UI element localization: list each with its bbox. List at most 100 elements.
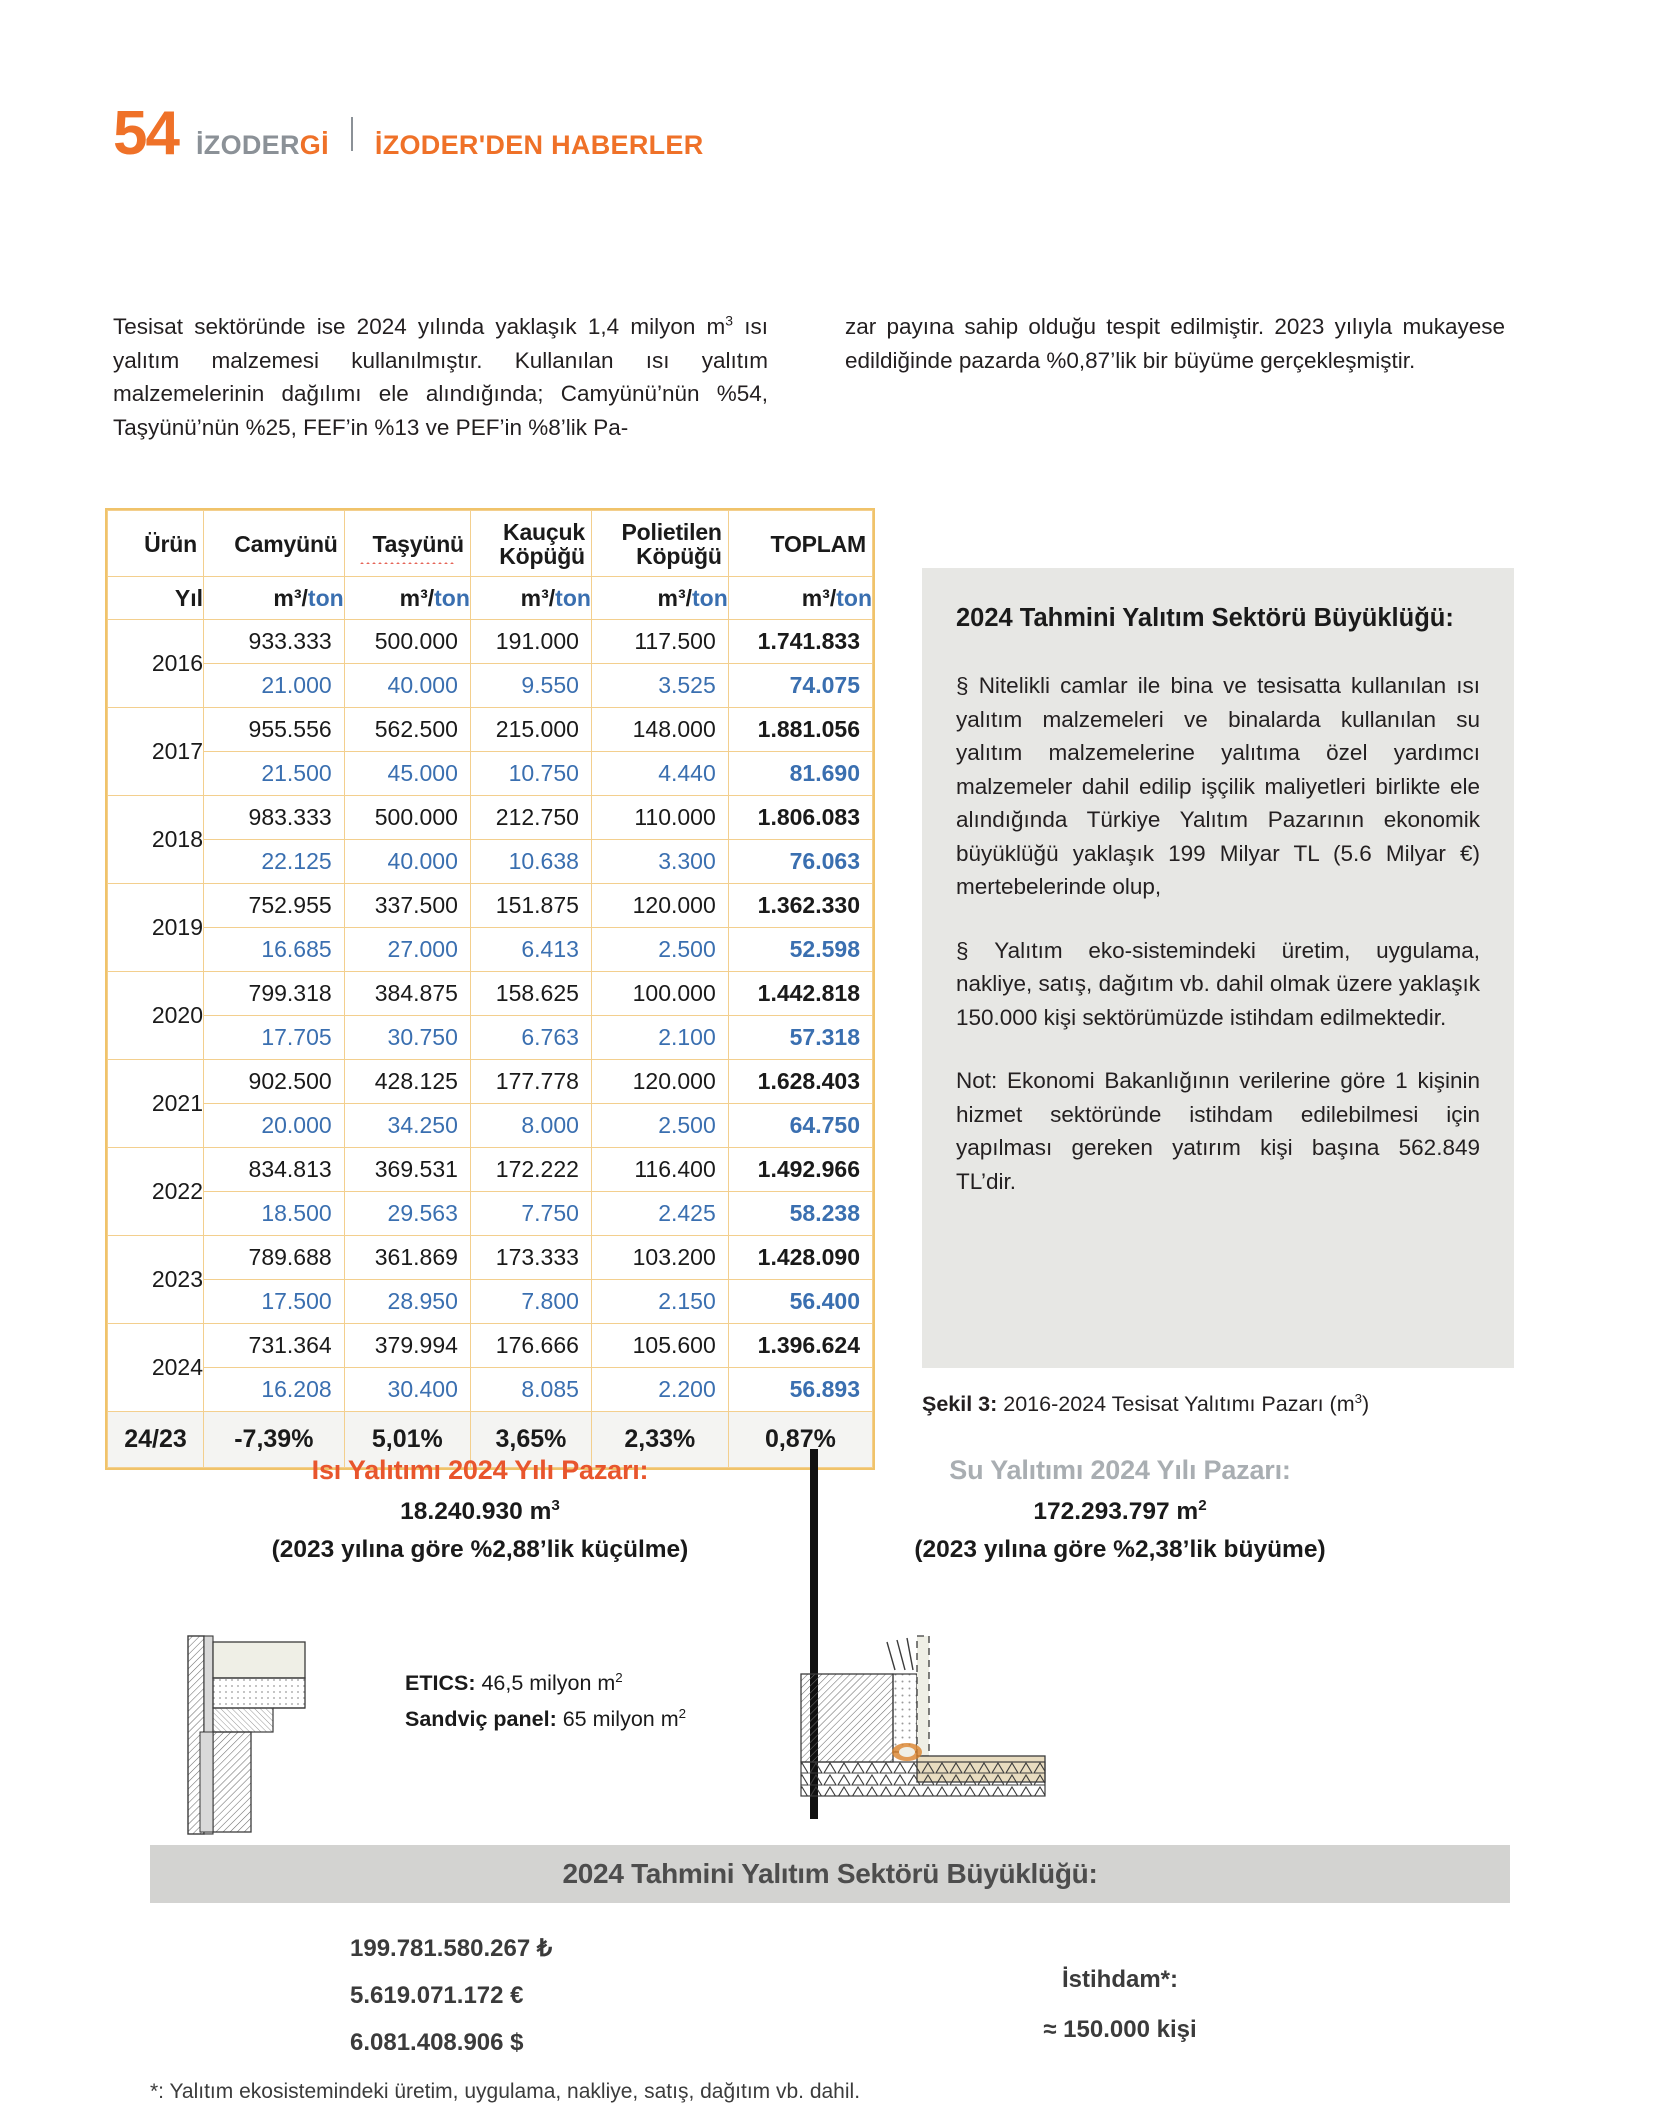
sector-size-band: 2024 Tahmini Yalıtım Sektörü Büyüklüğü:	[150, 1845, 1510, 1903]
heat-insulation-change: (2023 yılına göre %2,88’lik küçülme)	[271, 1536, 689, 1563]
table-row: 2024 731.364 379.994 176.666 105.600 1.396.62…	[107, 1323, 874, 1412]
body-paragraph-right: zar payına sahip olduğu tespit edilmişti…	[845, 314, 1505, 373]
cell-ton: 2.200	[590, 1367, 729, 1412]
info-box-paragraph-2: § Yalıtım eko-sistemindeki üretim, uygul…	[956, 934, 1480, 1035]
detail-label-sandvic: Sandviç panel:	[405, 1707, 557, 1731]
cell-ton: 8.000	[469, 1103, 592, 1148]
column-header-toplam: TOPLAM	[727, 510, 874, 577]
cell-ton: 58.238	[727, 1191, 874, 1236]
page-header: 54 İZODERGİ İZODER'DEN HABERLER	[113, 103, 704, 165]
cell-m3: 177.778	[469, 1059, 592, 1104]
cell-ton: 2.150	[590, 1279, 729, 1324]
cell-m3: 799.318	[203, 971, 345, 1016]
water-insulation-title: Su Yalıtımı 2024 Yılı Pazarı:	[949, 1455, 1291, 1485]
table-row: 18.500 29.563 7.750 2.425 58.238	[108, 1191, 874, 1236]
cell-m3: 834.813	[203, 1147, 345, 1192]
cell-m3: 379.994	[343, 1323, 471, 1368]
insulation-data-table: Ürün Camyünü Taşyünü Kauçuk Köpüğü Poliet…	[105, 508, 875, 1470]
cell-m3: 1.806.083	[727, 795, 874, 840]
cell-m3: 1.741.833	[727, 619, 874, 664]
header-divider	[350, 117, 353, 151]
cell-m3: 752.955	[203, 883, 345, 928]
cell-m3: 148.000	[590, 707, 729, 752]
water-insulation-change: (2023 yılına göre %2,38’lik büyüme)	[914, 1536, 1326, 1563]
cell-m3: 173.333	[469, 1235, 592, 1280]
cell-m3: 215.000	[469, 707, 592, 752]
cell-m3: 151.875	[469, 883, 592, 928]
cell-m3: 369.531	[343, 1147, 471, 1192]
cell-m3: 384.875	[343, 971, 471, 1016]
table-row-year: 2022	[107, 1147, 204, 1236]
infographic-footnote: *: Yalıtım ekosistemindeki üretim, uygul…	[150, 2080, 861, 2103]
cell-ton: 10.638	[469, 839, 592, 884]
cell-ton: 34.250	[343, 1103, 471, 1148]
cell-m3: 120.000	[590, 1059, 729, 1104]
employment-value: ≈ 150.000 kişi	[1043, 2016, 1197, 2043]
figure-caption-text: 2016-2024 Tesisat Yalıtımı Pazarı (m3)	[997, 1390, 1370, 1416]
cell-ton: 30.750	[343, 1015, 471, 1060]
table-row: 17.705 30.750 6.763 2.100 57.318	[108, 1015, 874, 1060]
cell-ton: 56.893	[727, 1367, 874, 1412]
unit-cell-camyunu: m³/ton	[203, 576, 345, 620]
column-header-kaucuk-kopugu: Kauçuk Köpüğü	[469, 510, 592, 577]
info-box-paragraph-3: Not: Ekonomi Bakanlığının verilerine gör…	[956, 1068, 1480, 1194]
detail-item-sandvic: Sandviç panel: 65 milyon m2	[405, 1701, 686, 1737]
water-insulation-panel: Su Yalıtımı 2024 Yılı Pazarı: 172.293.79…	[830, 1455, 1410, 1564]
heat-insulation-details: ETICS: 46,5 milyon m2 Sandviç panel: 65 …	[405, 1665, 686, 1737]
cell-m3: 731.364	[203, 1323, 345, 1368]
body-column-right: zar payına sahip olduğu tespit edilmişti…	[845, 310, 1505, 377]
cell-ton: 76.063	[727, 839, 874, 884]
cell-ton: 17.705	[203, 1015, 345, 1060]
heat-insulation-panel: Isı Yalıtımı 2024 Yılı Pazarı: 18.240.93…	[190, 1455, 770, 1564]
market-infographic: Isı Yalıtımı 2024 Yılı Pazarı: 18.240.93…	[150, 1449, 1510, 2103]
body-column-left: Tesisat sektöründe ise 2024 yılında yakl…	[113, 310, 768, 444]
infographic-divider	[810, 1449, 818, 1819]
cell-m3: 1.628.403	[727, 1059, 874, 1104]
table-row-year: 2019	[107, 883, 204, 972]
cell-ton: 52.598	[727, 927, 874, 972]
magazine-title: İZODERGİ	[196, 132, 329, 159]
cell-ton: 27.000	[343, 927, 471, 972]
cell-m3: 933.333	[203, 619, 345, 664]
sector-size-money-list: 199.781.580.267 ₺ 5.619.071.172 € 6.081.…	[350, 1925, 552, 2066]
cell-m3: 110.000	[590, 795, 729, 840]
column-header-camyunu: Camyünü	[203, 510, 345, 577]
cell-ton: 21.500	[203, 751, 345, 796]
info-box-title: 2024 Tahmini Yalıtım Sektörü Büyüklüğü:	[956, 604, 1454, 632]
cell-ton: 7.750	[469, 1191, 592, 1236]
bullet-marker-2: §	[956, 937, 969, 963]
cell-m3: 337.500	[343, 883, 471, 928]
table-row-year: 2020	[107, 971, 204, 1060]
cell-m3: 902.500	[203, 1059, 345, 1104]
section-title: İZODER'DEN HABERLER	[374, 130, 704, 160]
cell-ton: 56.400	[727, 1279, 874, 1324]
body-paragraph-left: Tesisat sektöründe ise 2024 yılında yakl…	[113, 312, 768, 440]
cell-ton: 28.950	[343, 1279, 471, 1324]
cell-ton: 2.425	[590, 1191, 729, 1236]
change-row-value: 2,33%	[590, 1411, 729, 1468]
detail-value-etics: 46,5 milyon m2	[475, 1669, 623, 1695]
table-row: 21.000 40.000 9.550 3.525 74.075	[108, 663, 874, 708]
info-box-paragraph-2-text: Yalıtım eko-sistemindeki üretim, uygulam…	[956, 937, 1480, 1030]
table-row: 2016 933.333 500.000 191.000 117.500 1.741.83…	[107, 619, 874, 708]
cell-ton: 16.208	[203, 1367, 345, 1412]
money-try: 199.781.580.267 ₺	[350, 1935, 553, 1962]
cell-ton: 2.500	[590, 927, 729, 972]
unit-cell-kaucuk: m³/ton	[469, 576, 592, 620]
cell-m3: 120.000	[590, 883, 729, 928]
table-row: 2022 834.813 369.531 172.222 116.400 1.492.96…	[107, 1147, 874, 1236]
table-row: 16.208 30.400 8.085 2.200 56.893	[108, 1367, 874, 1412]
cell-ton: 40.000	[343, 839, 471, 884]
sector-size-band-title: 2024 Tahmini Yalıtım Sektörü Büyüklüğü:	[562, 1858, 1098, 1889]
bullet-marker-1: §	[956, 673, 969, 698]
cell-m3: 176.666	[469, 1323, 592, 1368]
cell-ton: 4.440	[590, 751, 729, 796]
cell-m3: 172.222	[469, 1147, 592, 1192]
cell-ton: 10.750	[469, 751, 592, 796]
table-unit-row: Yıl m³/ton m³/ton m³/ton m³/ton m³/ton	[107, 576, 874, 620]
table-change-row: 24/23 -7,39% 5,01% 3,65% 2,33% 0,87%	[107, 1411, 874, 1468]
cell-ton: 20.000	[203, 1103, 345, 1148]
figure-caption-label: Şekil 3:	[922, 1392, 998, 1416]
column-header-polietilen-kopugu: Polietilen Köpüğü	[590, 510, 729, 577]
cell-ton: 74.075	[727, 663, 874, 708]
